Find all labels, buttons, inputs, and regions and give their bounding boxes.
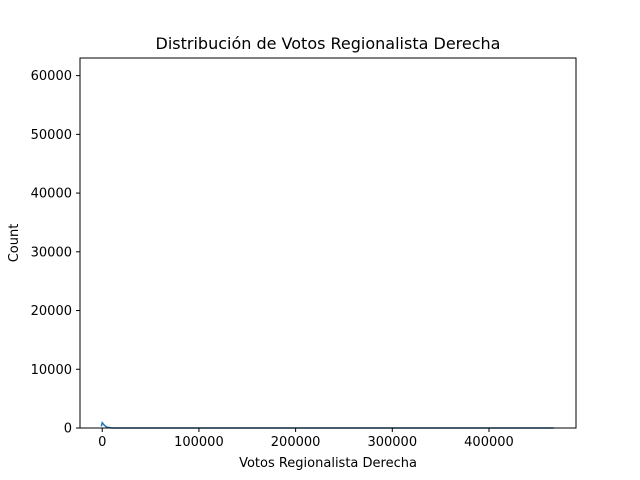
x-tick-label: 0 bbox=[98, 435, 106, 450]
x-axis-label: Votos Regionalista Derecha bbox=[239, 456, 417, 471]
y-axis-label: Count bbox=[7, 224, 22, 263]
kde-curve bbox=[100, 421, 554, 429]
x-tick-label: 100000 bbox=[174, 435, 224, 450]
x-tick-label: 200000 bbox=[271, 435, 321, 450]
y-tick-label: 40000 bbox=[31, 187, 72, 202]
x-tick-label: 400000 bbox=[464, 435, 514, 450]
y-tick-label: 60000 bbox=[31, 69, 72, 84]
y-tick-label: 50000 bbox=[31, 128, 72, 143]
y-tick-label: 30000 bbox=[31, 245, 72, 260]
y-tick-label: 0 bbox=[64, 422, 72, 437]
y-tick-label: 20000 bbox=[31, 304, 72, 319]
plot-frame bbox=[79, 57, 577, 429]
x-tick-label: 300000 bbox=[367, 435, 417, 450]
y-tick-label: 10000 bbox=[31, 363, 72, 378]
x-axis-ticks: 0 100000 200000 300000 400000 bbox=[98, 428, 514, 450]
y-axis-ticks: 0 10000 20000 30000 40000 50000 60000 bbox=[31, 69, 80, 437]
plot-area bbox=[100, 421, 554, 429]
chart-title: Distribución de Votos Regionalista Derec… bbox=[156, 34, 501, 53]
